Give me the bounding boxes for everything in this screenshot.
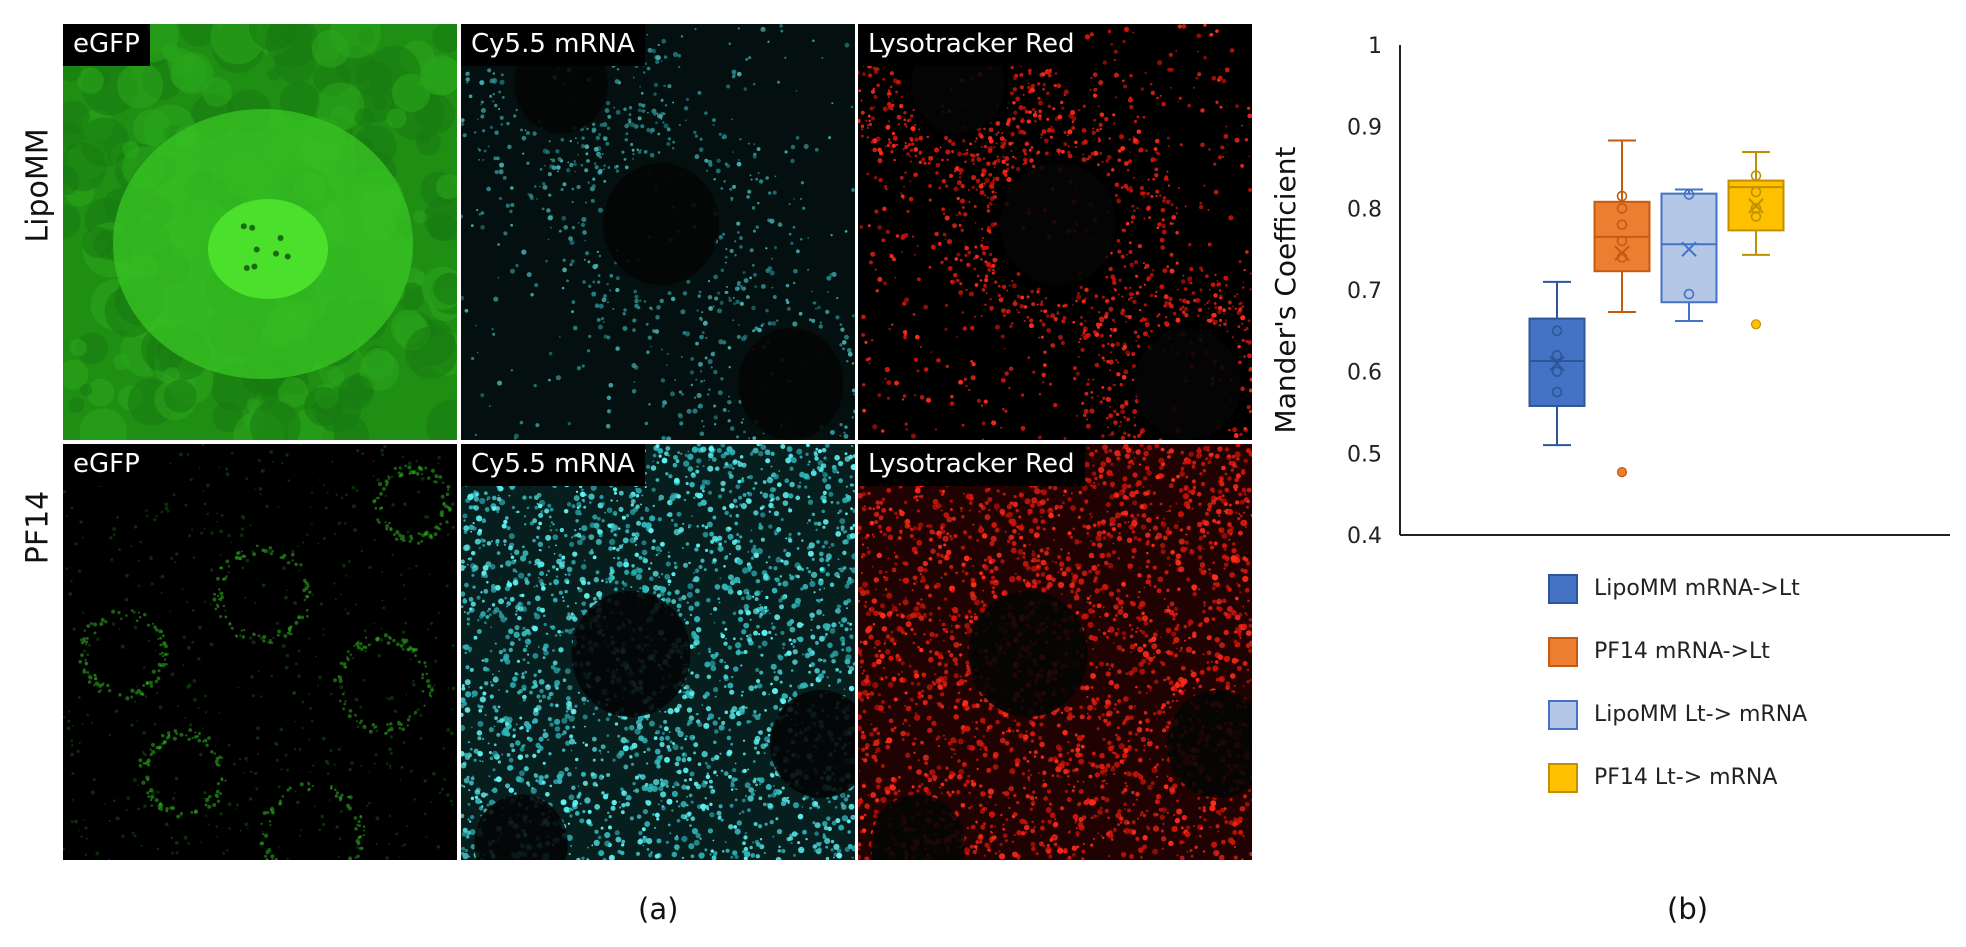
caption-b: (b) [1667, 892, 1709, 926]
y-tick-label: 0.9 [1347, 116, 1382, 141]
legend-item: LipoMM mRNA->Lt [1548, 570, 1948, 610]
panel-label: eGFP [63, 24, 150, 66]
row-label-pf14: PF14 [20, 490, 56, 565]
legend-label: PF14 Lt-> mRNA [1594, 765, 1778, 790]
panel-label: Lysotracker Red [858, 24, 1085, 66]
micrograph-image [461, 24, 855, 440]
box-series-2 [1593, 139, 1651, 478]
box-series-3 [1660, 188, 1718, 323]
y-tick-label: 0.4 [1347, 524, 1382, 549]
panel-lipomm-egfp: eGFP [63, 24, 457, 440]
micrograph-image [63, 24, 457, 440]
panel-pf14-lysotracker: Lysotracker Red [858, 444, 1252, 860]
data-point [1616, 190, 1628, 202]
data-point [1750, 203, 1762, 214]
data-point [1616, 203, 1628, 214]
legend-label: LipoMM Lt-> mRNA [1594, 702, 1808, 727]
caption-a: (a) [638, 892, 679, 926]
mean-marker [1549, 355, 1565, 372]
micrograph-image [461, 444, 855, 860]
data-point [1750, 186, 1762, 198]
panel-label: Cy5.5 mRNA [461, 24, 645, 66]
legend-swatch [1548, 574, 1578, 604]
legend-item: PF14 mRNA->Lt [1548, 633, 1948, 673]
box-series-1 [1528, 280, 1586, 447]
mean-marker [1681, 241, 1697, 257]
data-point [1616, 252, 1628, 263]
data-point [1551, 350, 1563, 361]
data-point [1616, 219, 1628, 230]
outlier-point [1616, 467, 1628, 478]
legend-label: LipoMM mRNA->Lt [1594, 576, 1800, 601]
micrograph-image [858, 24, 1252, 440]
panel-lipomm-cy55: Cy5.5 mRNA [461, 24, 855, 440]
micrograph-image [858, 444, 1252, 860]
outlier-point [1750, 319, 1762, 330]
legend-item: PF14 Lt-> mRNA [1548, 759, 1948, 799]
data-point [1750, 170, 1762, 181]
legend-swatch [1548, 700, 1578, 730]
y-tick-label: 0.5 [1347, 442, 1382, 467]
legend-swatch [1548, 763, 1578, 793]
panel-label: Cy5.5 mRNA [461, 444, 645, 486]
panel-pf14-cy55: Cy5.5 mRNA [461, 444, 855, 860]
box-series-4 [1727, 150, 1785, 330]
data-point [1683, 189, 1695, 200]
data-point [1750, 211, 1762, 222]
y-tick-label: 0.7 [1347, 279, 1382, 304]
y-tick-label: 0.8 [1347, 197, 1382, 222]
panel-pf14-egfp: eGFP [63, 444, 457, 860]
box-plot-chart: 0.4 0.5 0.6 0.7 0.8 0.9 1 Mander's Coefficient [1269, 34, 1950, 549]
panel-label: Lysotracker Red [858, 444, 1085, 486]
panel-label: eGFP [63, 444, 150, 486]
box [1727, 179, 1785, 232]
y-tick-label: 0.6 [1347, 361, 1382, 386]
y-axis-label: Mander's Coefficient [1269, 147, 1302, 434]
y-tick-label: 1 [1368, 34, 1382, 59]
data-point [1683, 288, 1695, 300]
data-point [1551, 325, 1563, 337]
data-point [1551, 366, 1563, 377]
panel-lipomm-lysotracker: Lysotracker Red [858, 24, 1252, 440]
data-point [1616, 235, 1628, 247]
legend-label: PF14 mRNA->Lt [1594, 639, 1770, 664]
legend-item: LipoMM Lt-> mRNA [1548, 696, 1948, 736]
legend-swatch [1548, 637, 1578, 667]
data-point [1551, 386, 1563, 398]
micrograph-image [63, 444, 457, 860]
row-label-lipomm: LipoMM [20, 128, 56, 243]
